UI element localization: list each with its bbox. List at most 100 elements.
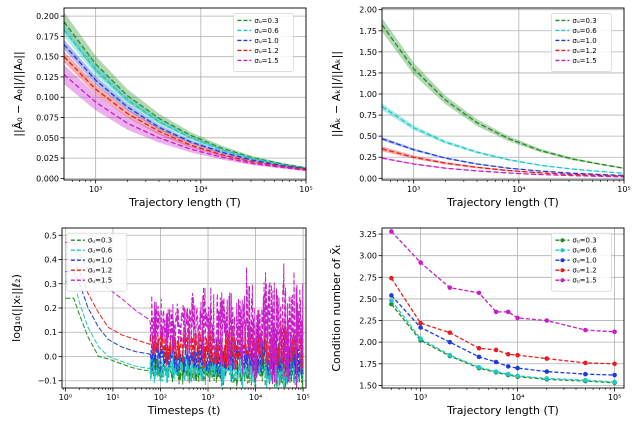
legend-label-1: σᵤ=0.6	[88, 247, 113, 255]
data-point	[544, 369, 550, 374]
legend: σᵤ=0.3 σᵤ=0.6 σᵤ=1.0 σᵤ=1.2 σᵤ=1.5	[551, 13, 612, 72]
data-point	[418, 336, 423, 342]
y-tick-label: 3.25	[359, 230, 377, 239]
x-tick-label: 10⁵	[299, 185, 312, 194]
series-line-1	[390, 300, 615, 383]
y-tick-label: 0.150	[36, 53, 59, 62]
data-point	[493, 309, 499, 315]
data-point	[418, 325, 423, 330]
y-tick-label: 0.5	[44, 231, 57, 240]
legend: σᵤ=0.3 σᵤ=0.6 σᵤ=1.0 σᵤ=1.2 σᵤ=1.5	[66, 232, 128, 292]
y-tick-label: 0.200	[36, 12, 59, 21]
data-point	[515, 373, 520, 379]
legend-label-4: σᵤ=1.5	[572, 277, 596, 285]
series-line-0	[64, 21, 306, 169]
y-tick-label: 1.50	[359, 381, 377, 390]
legend-label-3: σᵤ=1.2	[88, 267, 112, 275]
data-point	[544, 318, 550, 323]
y-tick-label: 2.50	[359, 295, 377, 304]
data-point	[515, 352, 520, 358]
y-tick-label: −0.1	[38, 377, 57, 386]
plot-area	[382, 18, 624, 178]
data-point	[544, 376, 550, 381]
data-point	[612, 361, 617, 367]
data-point	[389, 298, 394, 303]
data-point	[447, 339, 453, 345]
y-axis-label: ||Â₀ − A₀||/||A₀||	[12, 51, 25, 136]
plot-area	[65, 242, 304, 388]
legend: σᵤ=0.3 σᵤ=0.6 σᵤ=1.0 σᵤ=1.2 σᵤ=1.5	[551, 232, 612, 292]
data-point	[476, 364, 482, 370]
series-line-2	[64, 44, 306, 170]
panel-top-right-ak-error: 10³ 10⁴ 10⁵ 0.00 0.25 0.50 0.75 1.00 1.25 1.50 1.7…	[330, 6, 631, 209]
x-tick-label: 10³	[414, 393, 427, 402]
y-tick-label: 2.00	[359, 6, 377, 15]
legend-marker-3	[560, 268, 565, 273]
x-axis-label: Timesteps (t)	[147, 404, 221, 417]
x-axis-label: Trajectory length (T)	[446, 404, 559, 417]
legend-box	[66, 232, 128, 292]
legend-marker-2	[560, 258, 565, 263]
legend-label-1: σᵤ=0.6	[254, 27, 279, 35]
series-line-4	[64, 74, 306, 171]
data-point	[476, 354, 482, 360]
x-tick-label: 10¹	[106, 393, 119, 402]
y-tick-label: 0.050	[36, 134, 59, 143]
confidence-band-4	[64, 64, 306, 172]
y-axis-label: ||Âₖ − Aₖ||/||Aₖ||	[330, 51, 343, 137]
y-tick-label: 0.00	[359, 174, 377, 183]
data-point	[418, 260, 423, 265]
data-point	[505, 371, 511, 377]
series-line-3	[390, 277, 615, 365]
legend-box	[551, 232, 612, 292]
axes-frame	[63, 7, 307, 181]
data-point	[583, 360, 588, 366]
data-point	[505, 351, 511, 357]
x-tick-label: 10⁵	[608, 393, 621, 402]
y-tick-label: 2.25	[359, 317, 377, 326]
data-point	[583, 377, 588, 383]
series-line-1	[382, 106, 624, 174]
data-point	[583, 371, 588, 377]
legend-label-4: σᵤ=1.5	[254, 57, 278, 65]
legend-label-1: σᵤ=0.6	[572, 27, 597, 35]
legend-label-4: σᵤ=1.5	[572, 57, 596, 65]
y-axis-label: log₁₀(||xₜ||ℓ₂)	[10, 274, 23, 342]
y-tick-label: 2.00	[359, 338, 377, 347]
series-line-1	[64, 29, 306, 170]
axes-frame	[381, 7, 625, 181]
legend-marker-4	[560, 278, 565, 283]
data-point	[493, 369, 499, 374]
data-point	[389, 293, 394, 298]
y-tick-label: 1.25	[359, 69, 377, 78]
y-tick-label: 2.75	[359, 273, 377, 282]
legend-box	[551, 13, 612, 72]
plot-area	[389, 229, 617, 386]
legend-label-3: σᵤ=1.2	[572, 47, 596, 55]
y-tick-label: 0.2	[44, 304, 57, 313]
series-line-2	[382, 138, 624, 177]
data-point	[493, 347, 499, 353]
x-tick-label: 10³	[89, 185, 102, 194]
legend-label-2: σᵤ=1.0	[572, 257, 596, 265]
x-axis-label: Trajectory length (T)	[128, 196, 241, 209]
series-line-2	[390, 295, 615, 376]
data-point	[447, 330, 453, 335]
y-tick-label: 3.00	[359, 252, 377, 261]
series-line-0	[382, 24, 624, 169]
data-point	[544, 356, 550, 361]
x-tick-label: 10⁵	[617, 185, 630, 194]
legend-label-2: σᵤ=1.0	[572, 37, 596, 45]
y-tick-label: 0.4	[44, 256, 57, 265]
legend-label-0: σᵤ=0.3	[254, 17, 278, 25]
data-point	[612, 329, 617, 335]
x-tick-label: 10³	[201, 393, 214, 402]
series-line-3	[64, 56, 306, 171]
axes-frame	[61, 227, 307, 389]
x-tick-label: 10⁴	[511, 393, 524, 402]
series-line-4	[65, 242, 304, 388]
data-point	[612, 379, 617, 385]
y-tick-label: 0.3	[44, 280, 57, 289]
data-point	[476, 345, 482, 351]
data-point	[447, 352, 453, 358]
